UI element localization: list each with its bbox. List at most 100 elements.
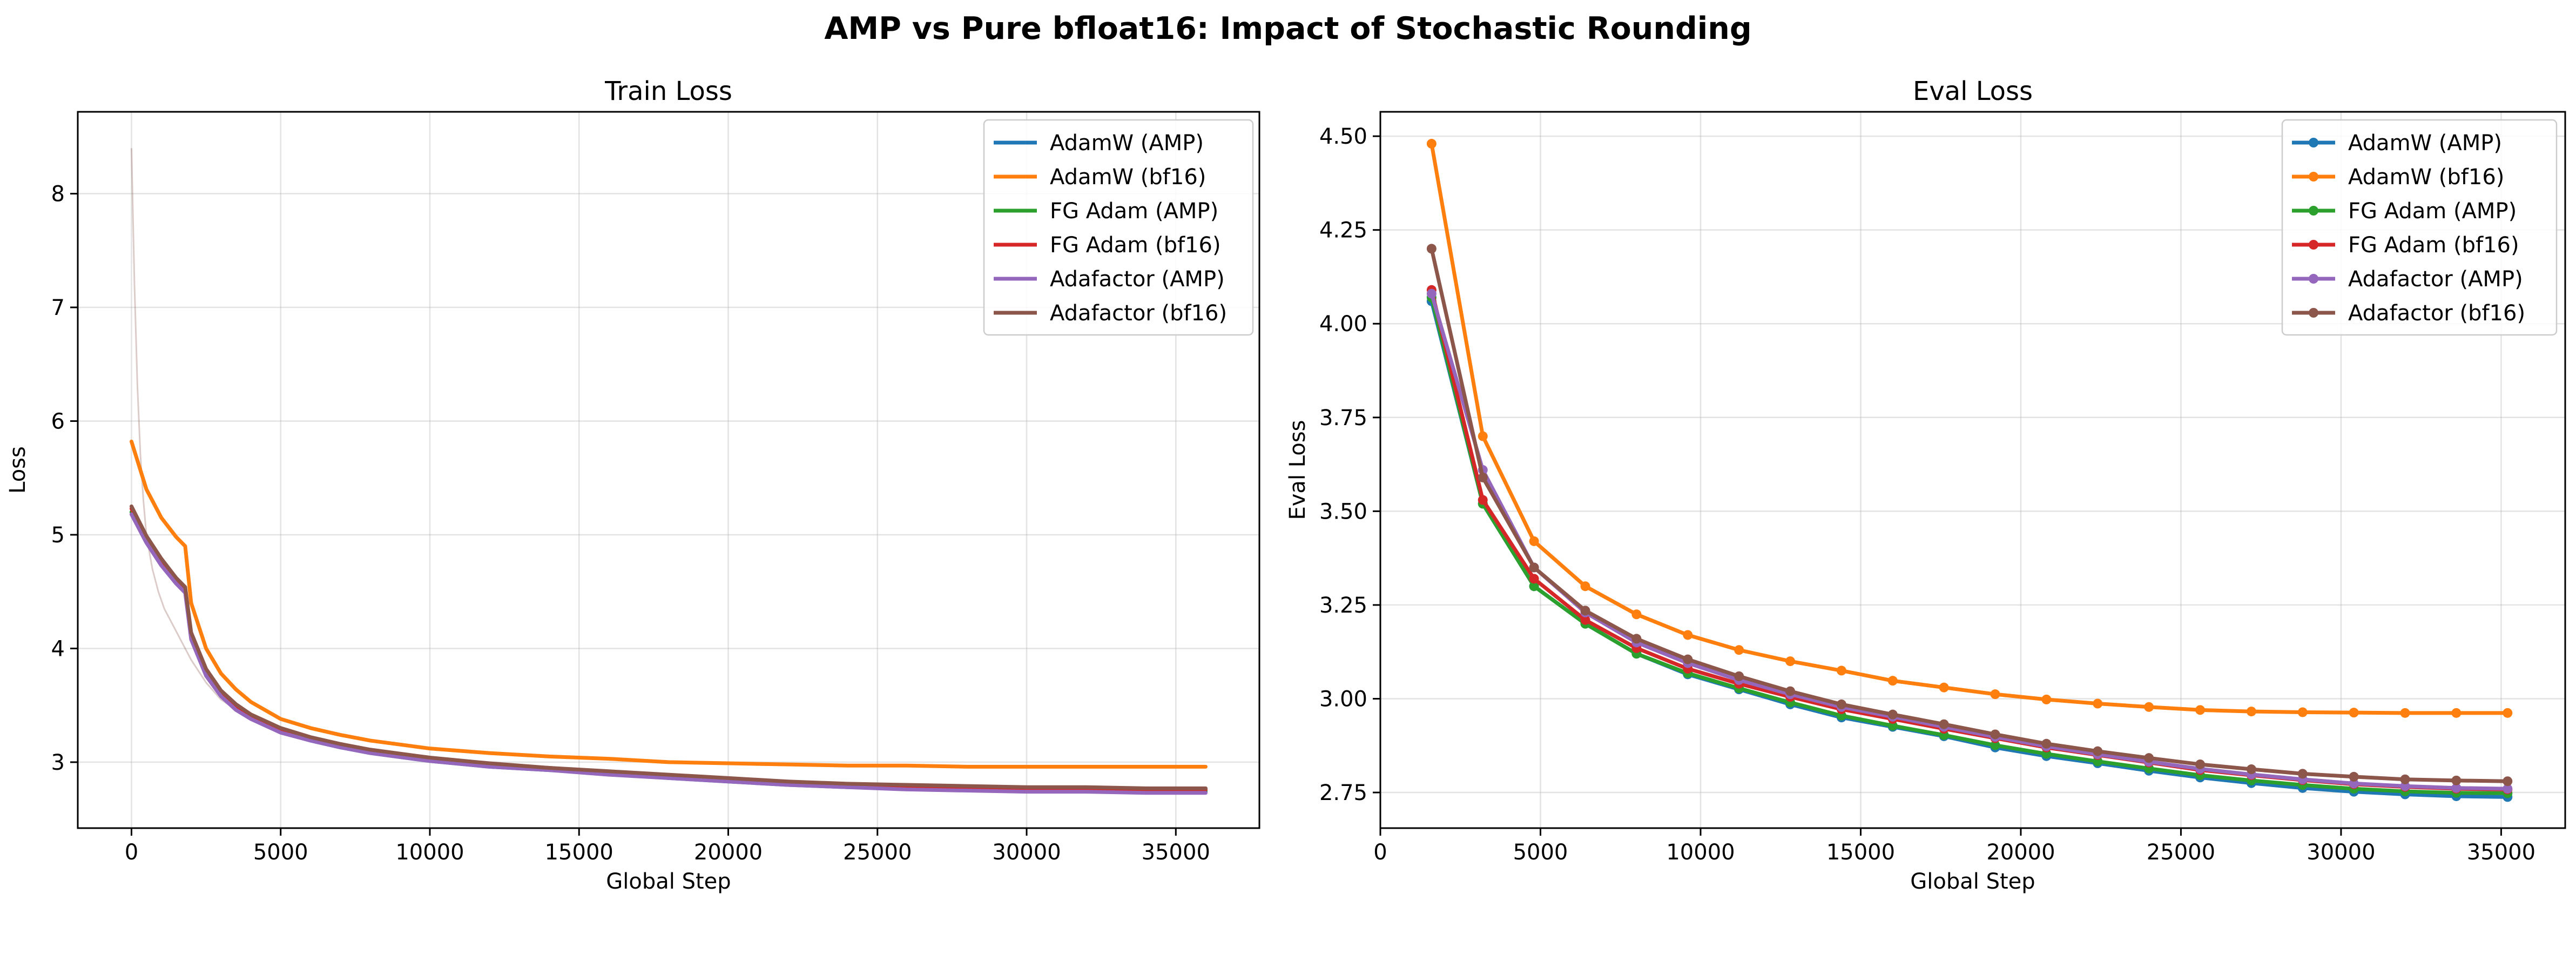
eval-point-adamw-bf16 xyxy=(2246,707,2256,717)
eval-legend-marker xyxy=(2309,240,2318,250)
train-x-tick-label: 0 xyxy=(125,840,138,865)
eval-point-adamw-bf16 xyxy=(1529,536,1539,546)
eval-point-fg-adam-bf16 xyxy=(1580,615,1590,625)
eval-legend-marker xyxy=(2309,172,2318,182)
eval-point-adamw-bf16 xyxy=(1683,630,1693,640)
eval-point-adafactor-bf16 xyxy=(1580,606,1590,616)
eval-point-adamw-bf16 xyxy=(1734,645,1744,655)
train-x-tick-label: 30000 xyxy=(992,840,1061,865)
eval-point-adamw-bf16 xyxy=(2195,705,2206,715)
train-plot-area xyxy=(129,148,1208,795)
eval-point-adafactor-bf16 xyxy=(1734,671,1744,681)
eval-point-adamw-bf16 xyxy=(1785,656,1796,667)
eval-legend-marker xyxy=(2309,308,2318,318)
eval-point-adafactor-amp xyxy=(2503,784,2513,794)
eval-point-adafactor-bf16 xyxy=(1478,472,1488,482)
eval-y-tick-label: 4.25 xyxy=(1319,218,1367,243)
eval-point-adamw-bf16 xyxy=(2451,708,2462,718)
train-raw-trace xyxy=(130,148,252,720)
eval-legend-label: AdamW (AMP) xyxy=(2348,131,2502,156)
eval-point-adamw-bf16 xyxy=(2297,707,2308,717)
eval-legend-label: Adafactor (bf16) xyxy=(2348,301,2525,326)
train-y-tick-label: 5 xyxy=(51,523,65,548)
eval-point-fg-adam-bf16 xyxy=(1529,574,1539,584)
eval-point-adafactor-bf16 xyxy=(2093,746,2103,756)
eval-y-tick-label: 4.00 xyxy=(1319,312,1367,337)
eval-point-adafactor-bf16 xyxy=(2246,764,2256,775)
eval-x-tick-label: 0 xyxy=(1373,840,1387,865)
eval-point-adafactor-amp xyxy=(2349,778,2359,789)
train-y-tick-label: 8 xyxy=(51,182,65,207)
eval-point-adafactor-amp xyxy=(1426,288,1437,299)
eval-series-fg-adam-bf16 xyxy=(1429,288,2510,791)
train-legend-label: Adafactor (bf16) xyxy=(1050,301,1227,326)
eval-point-adafactor-bf16 xyxy=(1426,244,1437,254)
eval-point-adamw-bf16 xyxy=(2144,702,2154,712)
train-series-adamw-amp xyxy=(129,510,1208,794)
eval-legend-label: Adafactor (AMP) xyxy=(2348,267,2523,292)
eval-y-tick-label: 3.25 xyxy=(1319,593,1367,618)
eval-legend-label: FG Adam (AMP) xyxy=(2348,199,2517,224)
eval-point-adamw-bf16 xyxy=(2503,708,2513,718)
eval-point-adafactor-bf16 xyxy=(1887,709,1898,720)
train-series-fg-adam-amp xyxy=(129,510,1208,793)
eval-point-adafactor-bf16 xyxy=(2041,738,2052,749)
eval-legend-marker xyxy=(2309,206,2318,216)
eval-point-adamw-bf16 xyxy=(1631,609,1642,620)
eval-point-adamw-bf16 xyxy=(1990,689,2000,700)
eval-point-adafactor-bf16 xyxy=(1836,699,1846,709)
eval-x-tick-label: 5000 xyxy=(1513,840,1568,865)
eval-point-adamw-bf16 xyxy=(2093,698,2103,709)
train-legend-box xyxy=(983,119,1254,336)
eval-point-adamw-bf16 xyxy=(2041,694,2052,704)
eval-point-adamw-bf16 xyxy=(1478,431,1488,441)
train-y-tick-label: 3 xyxy=(51,750,65,775)
train-series-adamw-bf16 xyxy=(129,439,1208,769)
eval-point-adamw-bf16 xyxy=(1939,682,1949,693)
eval-y-tick-label: 4.50 xyxy=(1319,124,1367,149)
figure-title: AMP vs Pure bfloat16: Impact of Stochast… xyxy=(824,11,1751,46)
eval-point-adamw-bf16 xyxy=(1887,676,1898,686)
eval-loss-panel: 0 5000 10000 15000 20000 25000 30000 35000 2.75 3… xyxy=(1285,76,2566,894)
eval-point-fg-adam-amp xyxy=(1887,721,1898,731)
train-y-axis-label: Loss xyxy=(5,446,30,494)
eval-point-adafactor-amp xyxy=(2400,781,2410,791)
eval-point-adamw-bf16 xyxy=(1426,139,1437,149)
eval-panel-title: Eval Loss xyxy=(1913,76,2033,106)
eval-point-adamw-bf16 xyxy=(2400,708,2410,718)
eval-point-fg-adam-bf16 xyxy=(1478,495,1488,505)
eval-point-adafactor-bf16 xyxy=(1631,634,1642,644)
eval-legend-label: FG Adam (bf16) xyxy=(2348,233,2519,258)
eval-point-adafactor-bf16 xyxy=(2349,771,2359,782)
eval-point-adafactor-bf16 xyxy=(1683,654,1693,664)
eval-x-tick-label: 20000 xyxy=(1986,840,2055,865)
eval-series-adafactor-amp xyxy=(1429,292,2510,791)
train-y-tick-label: 4 xyxy=(51,636,65,661)
eval-point-adafactor-amp xyxy=(2451,783,2462,793)
train-x-tick-label: 5000 xyxy=(253,840,308,865)
train-x-tick-label: 35000 xyxy=(1142,840,1210,865)
eval-y-tick-label: 3.00 xyxy=(1319,687,1367,711)
eval-point-adafactor-bf16 xyxy=(1990,729,2000,740)
eval-series-fg-adam-amp xyxy=(1429,295,2510,795)
eval-point-adafactor-bf16 xyxy=(1939,719,1949,729)
eval-point-adamw-bf16 xyxy=(1836,666,1846,676)
train-legend-label: AdamW (bf16) xyxy=(1050,165,1206,190)
eval-legend-box xyxy=(2281,119,2558,336)
eval-y-axis-label: Eval Loss xyxy=(1285,420,1310,520)
train-axes-frame xyxy=(77,111,1260,829)
eval-x-tick-label: 35000 xyxy=(2467,840,2535,865)
train-legend: AdamW (AMP) AdamW (bf16) FG Adam (AMP) FG A… xyxy=(983,119,1254,336)
eval-point-adafactor-bf16 xyxy=(2451,775,2462,785)
eval-point-adafactor-bf16 xyxy=(2400,774,2410,784)
eval-point-fg-adam-amp xyxy=(1529,581,1539,592)
train-x-tick-label: 20000 xyxy=(694,840,763,865)
eval-y-tick-label: 2.75 xyxy=(1319,781,1367,805)
eval-plot-area xyxy=(1426,139,2513,802)
train-panel-title: Train Loss xyxy=(604,76,732,106)
train-x-tick-label: 15000 xyxy=(545,840,613,865)
eval-point-adamw-bf16 xyxy=(1580,581,1590,592)
eval-y-tick-label: 3.50 xyxy=(1319,499,1367,524)
